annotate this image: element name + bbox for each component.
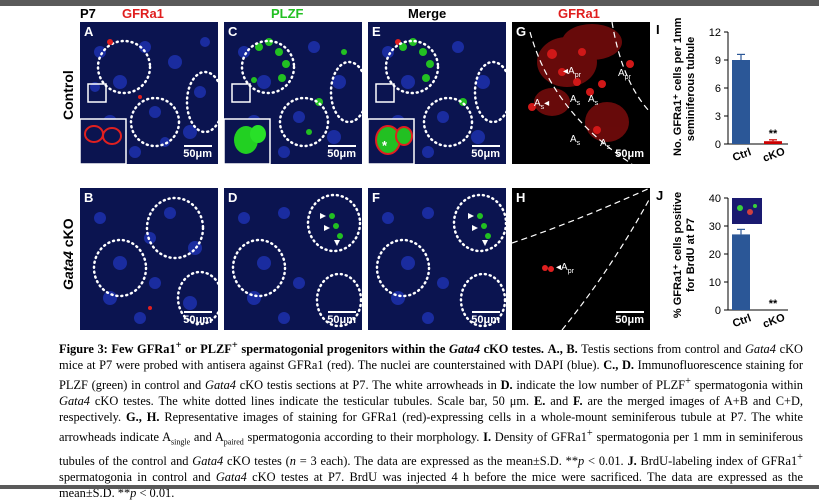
chart-i-ytick-label: 0 (715, 139, 721, 151)
chart-i-bar-cko (764, 141, 782, 144)
row-label-cko: cKO (60, 218, 76, 252)
panel-f-letter: F (372, 190, 380, 205)
panel-h-letter: H (516, 190, 526, 205)
header-gfra1-wholemount: GFRa1 (558, 6, 600, 21)
panel-i-ylabel-line1: No. GFRa1⁺ cells per 1mm (672, 17, 684, 156)
panel-f-scalebar (472, 311, 500, 313)
row-label-control: Control (60, 70, 76, 120)
panel-e-image (368, 22, 506, 164)
panel-e-letter: E (372, 24, 381, 39)
panel-d-letter: D (228, 190, 238, 205)
panel-a-image (80, 22, 218, 164)
chart-i-ytick-label: 12 (709, 27, 721, 39)
panel-d-cko-plzf: D 50μm (224, 188, 362, 330)
chart-j-ytick-label: 20 (709, 249, 721, 261)
panel-d-scalebar (328, 311, 356, 313)
panel-a-letter: A (84, 24, 94, 39)
chart-j-inset-dot (737, 205, 743, 211)
caption-title: Figure 3: Few GFRa1+ or PLZF+ spermatogo… (59, 340, 545, 357)
panel-h-scalebar (616, 311, 644, 313)
panel-g-scale: 50μm (615, 148, 644, 160)
panel-j-ylabel-line1: % GFRa1⁺ cells positive (672, 191, 684, 319)
panel-i-ylabel: No. GFRa1⁺ cells per 1mm seminiferous tu… (672, 17, 698, 156)
chart-j: 0 10 20 30 40 Ctrl cKO ** (709, 193, 788, 331)
chart-j-inset-dot (753, 204, 757, 208)
panel-e-scalebar (472, 145, 500, 147)
chart-i-category-label: cKO (761, 146, 787, 165)
header-plzf: PLZF (271, 6, 304, 21)
panel-a-control-gfra1: A 50μm (80, 22, 218, 164)
panel-h-apr-label: ◂Apr (556, 262, 574, 275)
header-p7: P7 (80, 6, 96, 21)
chart-i-ytick-label: 3 (715, 111, 721, 123)
caption-cd: C., D. (603, 358, 634, 373)
panel-b-letter: B (84, 190, 94, 205)
panel-c-control-plzf: C 50μm (224, 22, 362, 164)
header-gfra1: GFRa1 (122, 6, 164, 21)
chart-j-significance: ** (769, 298, 778, 310)
panel-e-scale: 50μm (471, 148, 500, 160)
panel-e-control-merge: E * 50μm (368, 22, 506, 164)
panel-g-as-label-3: As (588, 94, 599, 107)
panel-h-scale: 50μm (615, 314, 644, 326)
row-label-gata4: Gata4 (60, 251, 76, 290)
panel-b-scale: 50μm (183, 314, 212, 326)
panel-h-image (512, 188, 650, 330)
chart-j-ytick-label: 40 (709, 193, 721, 205)
chart-j-inset-image (732, 198, 762, 224)
chart-j-ytick-label: 0 (715, 305, 721, 317)
header-merge: Merge (408, 6, 447, 21)
panel-d-scale: 50μm (327, 314, 356, 326)
chart-j-ytick-label: 10 (709, 277, 721, 289)
panel-g-as-label-5: As (600, 138, 611, 151)
chart-j-category-label: Ctrl (731, 312, 753, 330)
chart-i-ytick-label: 9 (715, 55, 721, 67)
panel-j-letter: J (656, 188, 664, 203)
panel-h-cko-wholemount: H ◂Apr 50μm (512, 188, 650, 330)
panel-g-apr-label-1: ◂Apr (563, 66, 581, 79)
panel-f-image (368, 188, 506, 330)
chart-j-bar-ctrl (732, 234, 750, 310)
panel-b-image (80, 188, 218, 330)
chart-j-ytick-label: 30 (709, 221, 721, 233)
figure-caption: Figure 3: Few GFRa1+ or PLZF+ spermatogo… (59, 340, 803, 501)
panel-c-scale: 50μm (327, 148, 356, 160)
panel-g-as-label-4: As (570, 134, 581, 147)
panel-g-control-wholemount: G ◂Apr Apr As◂ As As As As 50μm (512, 22, 650, 164)
panel-b-cko-gfra1: B 50μm (80, 188, 218, 330)
panel-i-letter: I (656, 22, 660, 37)
panel-d-image (224, 188, 362, 330)
panel-g-apr-label-2: Apr (618, 68, 631, 81)
panel-a-scale: 50μm (183, 148, 212, 160)
chart-i-ytick-label: 6 (715, 83, 721, 95)
top-border (0, 0, 819, 6)
panel-a-scalebar (184, 145, 212, 147)
panel-b-scalebar (184, 311, 212, 313)
chart-j-category-label: cKO (761, 312, 787, 331)
panel-g-as-label-1: As◂ (534, 98, 550, 111)
row-label-gata4-cko: Gata4 cKO (60, 218, 76, 290)
bottom-border (0, 485, 819, 489)
panel-e-star: * (382, 138, 388, 153)
caption-ab: A., B. (547, 342, 578, 357)
panel-g-letter: G (516, 24, 527, 39)
panel-c-letter: C (228, 24, 238, 39)
panel-g-image (512, 22, 650, 164)
chart-i-category-label: Ctrl (731, 146, 753, 164)
panel-f-cko-merge: F 50μm (368, 188, 506, 330)
chart-j-inset-dot (747, 209, 753, 215)
panel-c-scalebar (328, 145, 356, 147)
chart-i-significance: ** (769, 128, 778, 140)
panel-c-image (224, 22, 362, 164)
panel-j-ylabel: % GFRa1⁺ cells positive for BrdU at P7 (672, 188, 698, 322)
panel-f-scale: 50μm (471, 314, 500, 326)
chart-i-bar-ctrl (732, 60, 750, 144)
panel-g-as-label-2: As (570, 94, 581, 107)
chart-i: 0 3 6 9 12 Ctrl cKO ** (709, 27, 788, 165)
